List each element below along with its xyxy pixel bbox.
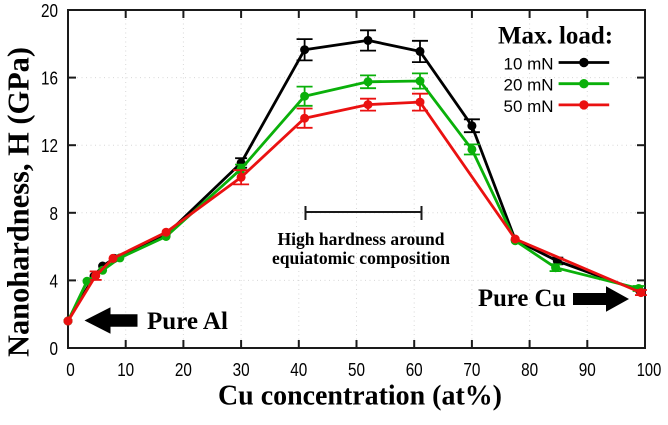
svg-text:90: 90	[579, 360, 596, 380]
svg-text:50: 50	[348, 360, 365, 380]
svg-text:30: 30	[233, 360, 250, 380]
svg-text:10: 10	[117, 360, 134, 380]
svg-text:Nanohardness, H (GPa): Nanohardness, H (GPa)	[1, 47, 36, 357]
svg-text:20 mN: 20 mN	[504, 77, 554, 95]
svg-text:8: 8	[50, 204, 59, 224]
svg-text:50 mN: 50 mN	[504, 98, 554, 116]
svg-text:60: 60	[406, 360, 423, 380]
svg-text:High hardness around: High hardness around	[278, 229, 445, 249]
svg-text:Pure Cu: Pure Cu	[478, 285, 566, 312]
svg-text:Pure Al: Pure Al	[147, 308, 228, 335]
svg-text:Max. load:: Max. load:	[498, 20, 613, 49]
svg-text:4: 4	[50, 271, 59, 291]
svg-text:12: 12	[41, 136, 58, 156]
svg-text:Cu concentration (at%): Cu concentration (at%)	[218, 381, 502, 412]
svg-text:16: 16	[41, 69, 58, 89]
svg-text:20: 20	[175, 360, 192, 380]
svg-text:0: 0	[50, 339, 59, 359]
svg-text:100: 100	[637, 360, 662, 380]
svg-text:10 mN: 10 mN	[504, 55, 554, 73]
svg-text:80: 80	[521, 360, 538, 380]
svg-text:0: 0	[66, 360, 75, 380]
svg-text:equiatomic composition: equiatomic composition	[272, 248, 450, 268]
svg-text:20: 20	[41, 1, 58, 21]
svg-text:70: 70	[463, 360, 480, 380]
svg-text:40: 40	[290, 360, 307, 380]
